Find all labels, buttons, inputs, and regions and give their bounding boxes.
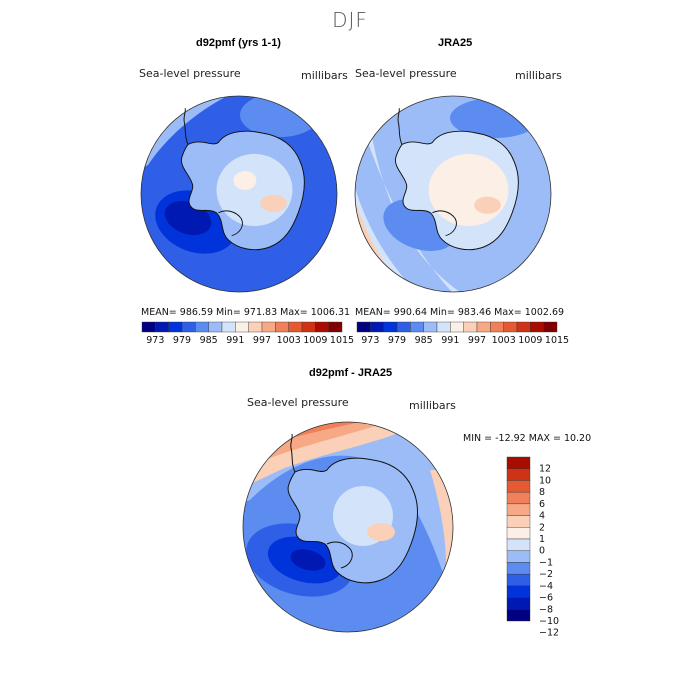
colorbar-model-swatch xyxy=(168,321,183,333)
colorbar-diff-swatch xyxy=(506,468,531,481)
colorbar-obs-tick-label: 1009 xyxy=(518,335,542,346)
units-label-diff: millibars xyxy=(409,399,456,412)
colorbar-model-swatch xyxy=(181,321,196,333)
colorbar-diff-tick-label: 10 xyxy=(539,475,551,486)
map-border-obs xyxy=(354,95,552,293)
colorbar-model-tick-label: 985 xyxy=(200,335,218,346)
colorbar-obs-swatch xyxy=(356,321,371,333)
colorbar-model-swatch xyxy=(221,321,236,333)
colorbar-diff-swatch xyxy=(506,573,531,587)
colorbar-diff-tick-label: −4 xyxy=(539,581,553,592)
colorbar-diff-swatch xyxy=(506,515,531,528)
units-label-obs: millibars xyxy=(515,69,562,82)
colorbar-diff-swatch xyxy=(506,609,531,622)
colorbar-obs-swatch xyxy=(396,321,411,333)
colorbar-diff-swatch xyxy=(506,585,531,598)
colorbar-diff-tick-label: −1 xyxy=(539,557,553,568)
colorbar-diff-tick-label: −6 xyxy=(539,593,553,604)
colorbar-diff-swatch xyxy=(506,527,531,540)
colorbar-obs: 973 979 985 991 997 1003 1009 1015 xyxy=(356,321,569,346)
colorbar-obs-swatch xyxy=(383,321,398,333)
panel-title-diff: d92pmf - JRA25 xyxy=(309,367,393,379)
colorbar-diff-swatch xyxy=(506,550,531,563)
colorbar-obs-swatch xyxy=(476,321,491,333)
colorbar-obs-tick-label: 973 xyxy=(361,335,379,346)
colorbar-diff-swatch xyxy=(506,503,531,516)
colorbar-obs-tick-label: 985 xyxy=(415,335,433,346)
colorbar-model-swatch xyxy=(275,321,289,333)
map-border-model xyxy=(140,95,338,293)
colorbar-diff-tick-label: 6 xyxy=(539,499,545,510)
colorbar-diff-tick-label: 2 xyxy=(539,522,545,533)
colorbar-diff-tick-label: −2 xyxy=(539,569,553,580)
map-obs xyxy=(354,95,552,293)
colorbar-obs-swatch xyxy=(530,321,544,333)
colorbar-model-swatch xyxy=(261,321,276,333)
map-border-diff xyxy=(242,421,454,633)
colorbar-model-swatch xyxy=(155,321,169,333)
colorbar-diff-swatch xyxy=(506,491,531,505)
field-label-diff: Sea-level pressure xyxy=(247,396,349,409)
colorbar-model-swatch xyxy=(315,321,329,333)
units-label-model: millibars xyxy=(301,69,348,82)
colorbar-obs-swatch xyxy=(450,321,464,333)
colorbar-model-swatch xyxy=(208,321,223,333)
stats-model: MEAN= 986.59 Min= 971.83 Max= 1006.31 xyxy=(141,307,351,318)
map-model xyxy=(140,95,338,293)
colorbar-model-tick-label: 1009 xyxy=(303,335,327,346)
colorbar-obs-swatch xyxy=(463,321,478,333)
colorbar-model-tick-label: 1003 xyxy=(277,335,301,346)
colorbar-diff-tick-label: 8 xyxy=(539,487,545,498)
colorbar-diff-tick-label: 4 xyxy=(539,511,545,522)
colorbar-diff-tick-label: 0 xyxy=(539,546,545,557)
colorbar-diff-swatch xyxy=(506,480,531,493)
panel-title-obs: JRA25 xyxy=(438,37,473,49)
colorbar-obs-swatch xyxy=(543,321,558,333)
colorbar-model: 973 979 985 991 997 1003 1009 1015 xyxy=(141,321,354,346)
colorbar-obs-swatch xyxy=(423,321,438,333)
stats-obs: MEAN= 990.64 Min= 983.46 Max= 1002.69 xyxy=(355,307,565,318)
colorbar-diff-tick-label: 12 xyxy=(539,464,551,475)
colorbar-diff-tick-label: −12 xyxy=(539,628,559,639)
colorbar-obs-tick-label: 997 xyxy=(468,335,486,346)
panel-title-model: d92pmf (yrs 1-1) xyxy=(196,37,281,49)
colorbar-model-swatch xyxy=(301,321,316,333)
colorbar-model-tick-label: 979 xyxy=(173,335,191,346)
colorbar-diff-tick-label: −8 xyxy=(539,604,553,615)
colorbar-obs-swatch xyxy=(410,321,424,333)
colorbar-obs-swatch xyxy=(503,321,518,333)
colorbar-model-swatch xyxy=(235,321,249,333)
colorbar-obs-swatch xyxy=(436,321,451,333)
colorbar-obs-tick-label: 979 xyxy=(388,335,406,346)
minmax-diff: MIN = -12.92 MAX = 10.20 xyxy=(463,433,592,444)
colorbar-obs-tick-label: 1003 xyxy=(492,335,516,346)
season-title: DJF xyxy=(332,8,368,32)
colorbar-diff-swatch xyxy=(506,538,531,551)
colorbar-diff-swatch xyxy=(506,456,531,469)
field-label-model: Sea-level pressure xyxy=(139,67,241,80)
colorbar-model-swatch xyxy=(141,321,156,333)
colorbar-model-swatch xyxy=(195,321,209,333)
colorbar-model-tick-label: 991 xyxy=(226,335,244,346)
colorbar-diff-swatch xyxy=(506,562,531,575)
colorbar-model-swatch xyxy=(288,321,303,333)
colorbar-diff-tick-label: 1 xyxy=(539,534,545,545)
field-label-obs: Sea-level pressure xyxy=(355,67,457,80)
colorbar-obs-swatch xyxy=(490,321,504,333)
colorbar-diff-swatch xyxy=(506,597,531,610)
colorbar-model-swatch xyxy=(248,321,263,333)
colorbar-model-tick-label: 1015 xyxy=(330,335,354,346)
colorbar-model-swatch xyxy=(328,321,343,333)
colorbar-diff-tick-label: −10 xyxy=(539,616,559,627)
colorbar-obs-tick-label: 1015 xyxy=(545,335,569,346)
map-diff xyxy=(242,421,454,633)
colorbar-obs-swatch xyxy=(516,321,531,333)
colorbar-obs-tick-label: 991 xyxy=(441,335,459,346)
colorbar-obs-swatch xyxy=(370,321,384,333)
colorbar-model-tick-label: 973 xyxy=(146,335,164,346)
colorbar-model-tick-label: 997 xyxy=(253,335,271,346)
